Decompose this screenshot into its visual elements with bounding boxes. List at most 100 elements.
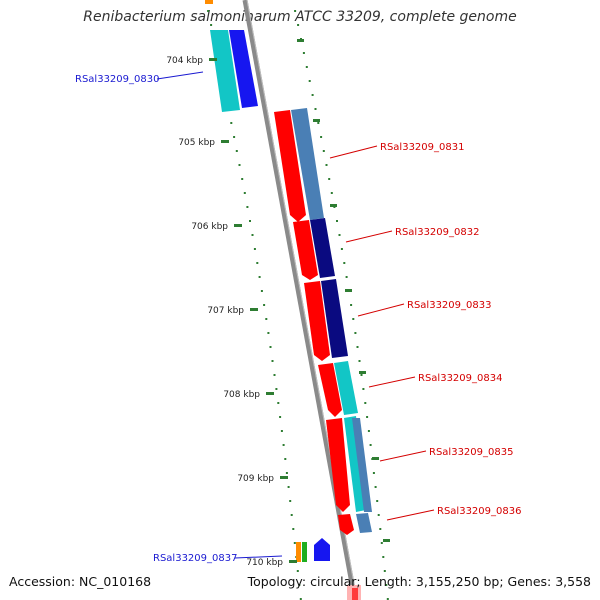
gene-0834-cds-cyan[interactable] xyxy=(334,361,358,415)
gene-0835-block[interactable] xyxy=(326,416,372,512)
gene-label-rsal33209-0833[interactable]: RSal33209_0833 xyxy=(407,300,491,311)
gene-labels: RSal33209_0830 RSal33209_0831 RSal33209_08… xyxy=(75,74,521,564)
gene-0836-cds-steel[interactable] xyxy=(356,513,372,533)
gene-label-rsal33209-0834[interactable]: RSal33209_0834 xyxy=(418,373,502,384)
guide-dot xyxy=(267,332,270,334)
guide-dot xyxy=(343,262,346,264)
guide-dot xyxy=(345,276,348,278)
guide-dot xyxy=(285,472,288,474)
kbp-tick xyxy=(289,560,297,563)
guide-dot xyxy=(258,276,261,278)
guide-dot xyxy=(246,206,249,208)
kbp-label: 707 kbp xyxy=(207,306,244,316)
gene-0835-cds-cyan[interactable] xyxy=(344,416,366,512)
gene-label-rsal33209-0832[interactable]: RSal33209_0832 xyxy=(395,227,479,238)
gene-0830-cds-blue[interactable] xyxy=(229,30,258,108)
guide-dot xyxy=(336,220,338,222)
guide-dot xyxy=(249,220,251,222)
gene-0834-cds-red[interactable] xyxy=(318,363,342,417)
gene-0837-block[interactable] xyxy=(296,538,330,562)
guide-dot xyxy=(277,402,280,404)
guide-dot xyxy=(340,248,343,250)
guide-dot xyxy=(253,248,256,250)
gene-label-rsal33209-0836[interactable]: RSal33209_0836 xyxy=(437,506,521,517)
guide-dot xyxy=(294,10,297,12)
guide-dot xyxy=(325,164,328,166)
top-partial-gene xyxy=(205,0,213,4)
gene-leader-lines xyxy=(156,71,435,559)
guide-dot xyxy=(376,500,379,502)
gene-0832-cds-navy[interactable] xyxy=(310,218,335,278)
gene-0835-cds-red[interactable] xyxy=(326,418,350,512)
gene-leader-line xyxy=(386,509,435,521)
gene-label-rsal33209-0831[interactable]: RSal33209_0831 xyxy=(380,142,464,153)
gene-0831-cds-red[interactable] xyxy=(274,110,306,222)
accession-label: Accession: NC_010168 xyxy=(9,574,152,589)
minor-tick xyxy=(313,119,320,122)
guide-dot xyxy=(308,80,311,82)
guide-dot xyxy=(314,108,317,110)
gene-0837-orange[interactable] xyxy=(296,542,301,562)
gene-0830-block[interactable] xyxy=(210,30,258,112)
gene-0830-cds-cyan[interactable] xyxy=(210,30,240,112)
minor-tick xyxy=(372,457,379,460)
guide-dot xyxy=(265,318,268,320)
kbp-tick xyxy=(280,476,288,479)
guide-dot xyxy=(317,122,320,124)
gene-0832-block[interactable] xyxy=(293,218,335,280)
guide-dot xyxy=(271,360,274,362)
gene-label-rsal33209-0830[interactable]: RSal33209_0830 xyxy=(75,74,159,85)
guide-dot xyxy=(372,472,375,474)
gene-0833-cds-red[interactable] xyxy=(304,281,330,361)
guide-dot xyxy=(256,262,259,264)
topology-label: Topology: circular; Length: 3,155,250 bp… xyxy=(247,574,591,589)
guide-dot xyxy=(358,360,361,362)
guide-dot xyxy=(386,598,389,600)
guide-dot xyxy=(362,388,365,390)
kbp-label: 709 kbp xyxy=(237,474,274,484)
kbp-tick xyxy=(221,140,229,143)
gene-0834-block[interactable] xyxy=(318,361,358,417)
guide-dot xyxy=(273,374,276,376)
gene-0833-block[interactable] xyxy=(304,279,348,361)
guide-dot xyxy=(263,304,266,306)
partial-gene-red xyxy=(352,588,358,600)
guide-dot xyxy=(383,570,386,572)
gene-0836-cds-red[interactable] xyxy=(338,514,354,535)
guide-dot xyxy=(251,234,254,236)
guide-dot xyxy=(356,346,359,348)
gene-0837-green[interactable] xyxy=(302,542,307,562)
guide-dot xyxy=(233,136,236,138)
guide-dot xyxy=(235,150,238,152)
guide-dot xyxy=(350,304,353,306)
gene-0832-cds-red[interactable] xyxy=(293,220,318,280)
guide-dot xyxy=(230,122,233,124)
kbp-label: 708 kbp xyxy=(223,390,260,400)
gene-0836-block[interactable] xyxy=(338,513,372,535)
guide-dot xyxy=(280,430,283,432)
gene-0833-cds-navy[interactable] xyxy=(321,279,348,358)
guide-dot xyxy=(302,52,305,54)
kbp-label: 706 kbp xyxy=(191,222,228,232)
gene-0831-block[interactable] xyxy=(274,108,324,222)
gene-0837-blue-arrow[interactable] xyxy=(314,538,330,561)
guide-dot xyxy=(293,542,296,544)
gene-leader-line xyxy=(156,71,204,80)
guide-dot xyxy=(289,500,292,502)
guide-dot xyxy=(290,514,293,516)
gene-label-rsal33209-0835[interactable]: RSal33209_0835 xyxy=(429,447,513,458)
gene-0835-cds-steel[interactable] xyxy=(352,418,372,512)
guide-dot xyxy=(260,290,263,292)
kbp-tick xyxy=(250,308,258,311)
guide-dot xyxy=(374,486,377,488)
guide-dot xyxy=(367,430,370,432)
guide-dot xyxy=(275,388,278,390)
guide-dot xyxy=(369,444,372,446)
guide-dot xyxy=(320,136,323,138)
minor-tick xyxy=(383,539,390,542)
gene-0831-cds-steel[interactable] xyxy=(291,108,324,220)
guide-dot xyxy=(238,164,241,166)
gene-label-rsal33209-0837[interactable]: RSal33209_0837 xyxy=(153,553,237,564)
guide-dot xyxy=(385,584,388,586)
